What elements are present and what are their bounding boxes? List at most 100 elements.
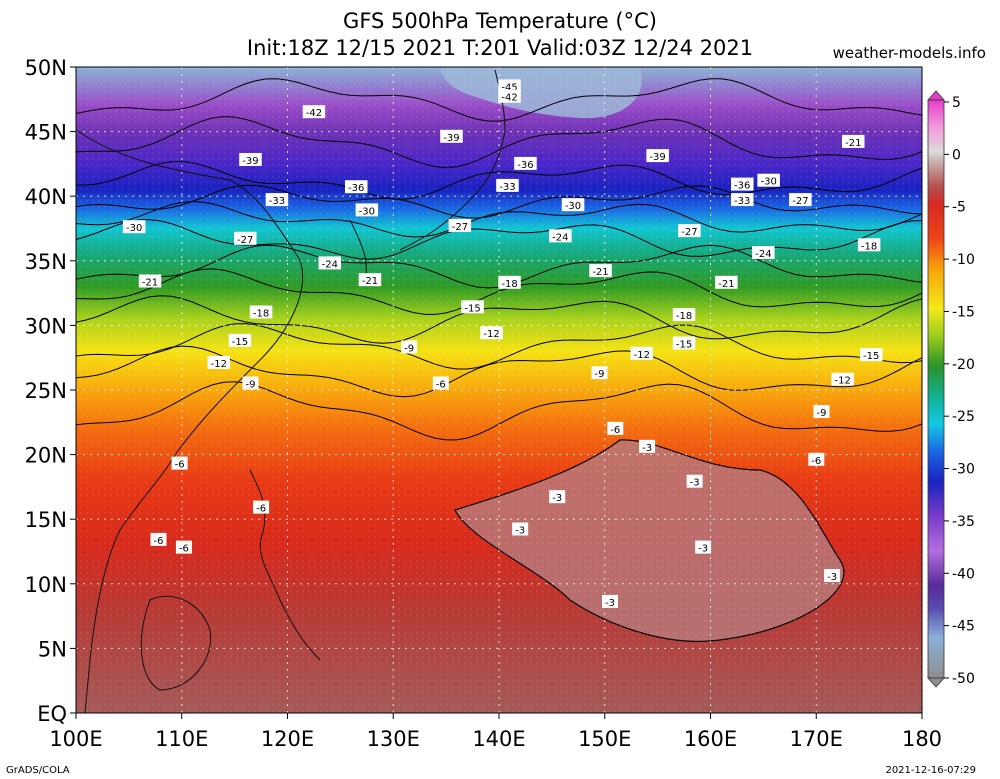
contour-label: -12 — [831, 372, 854, 387]
contour-labels: -45-42-42-39-39-39-36-36-36-33-33-33-30-… — [122, 79, 883, 609]
contour-label-box — [824, 569, 841, 582]
contour-label-text: -6 — [179, 544, 189, 555]
lat-lon-grid — [76, 67, 922, 713]
lon-label: 150E — [578, 727, 631, 751]
contour-label-box — [302, 105, 326, 119]
contour-label: -6 — [432, 376, 449, 391]
contour-label: -3 — [639, 439, 656, 454]
colorbar-label: -5 — [952, 200, 966, 216]
contour-label: -15 — [672, 336, 696, 351]
map-title: GFS 500hPa Temperature (°C) Init:18Z 12/… — [0, 8, 1000, 62]
contour-label: -12 — [630, 346, 653, 361]
contour-label: -30 — [561, 198, 585, 212]
title-line-2: Init:18Z 12/15 2021 T:201 Valid:03Z 12/2… — [246, 36, 754, 60]
contour-label: -36 — [345, 180, 368, 194]
contour-label: -33 — [731, 193, 754, 207]
colorbar-label: -35 — [952, 514, 975, 530]
contour-label: -18 — [498, 275, 521, 290]
colorbar-label: 0 — [952, 147, 961, 163]
contour-label-text: -9 — [817, 408, 827, 419]
contour-label-box — [318, 256, 341, 270]
contour-label-text: -6 — [154, 536, 164, 547]
contour-label-box — [228, 333, 252, 347]
contour-label: -24 — [549, 229, 572, 243]
contour-label: -9 — [242, 376, 259, 391]
colorbar-bottom-arrow — [927, 677, 945, 688]
contour-label-text: -6 — [256, 504, 266, 515]
contour-label: -30 — [122, 220, 146, 234]
contour-label-box — [175, 540, 192, 554]
contour-label-box — [630, 346, 653, 360]
contour-label-text: -21 — [592, 267, 608, 278]
contour-label: -18 — [857, 238, 881, 252]
contour-label-box — [731, 193, 754, 207]
contour-label-box — [607, 421, 624, 435]
contour-label: -21 — [138, 274, 162, 289]
contour-label-text: -12 — [211, 359, 227, 370]
contour-label-text: -6 — [610, 425, 620, 436]
contour-label-box — [122, 220, 146, 234]
contour-label: -27 — [678, 224, 701, 238]
contour-label-text: -3 — [515, 526, 525, 537]
contour-label-box — [498, 89, 521, 103]
contour-label-text: -33 — [269, 196, 285, 207]
contour-label-text: -3 — [698, 544, 708, 555]
contour-label: -39 — [646, 149, 669, 163]
contour-label-text: -42 — [501, 93, 517, 104]
contour-label: -30 — [355, 203, 379, 217]
contour-label-box — [678, 224, 701, 238]
colorbar: 5 0 -5 -10 -15 -20 -25 -30 -35 -40 -45 -50 — [927, 90, 975, 688]
contour-label-box — [242, 376, 259, 390]
lat-label: 5N — [38, 637, 67, 661]
contour-label: -3 — [824, 569, 841, 583]
contour-label: -6 — [808, 452, 825, 467]
contour-label: -15 — [860, 348, 883, 362]
contour-label-text: -9 — [404, 343, 414, 354]
contour-label: -42 — [498, 89, 521, 104]
contour-label-text: -6 — [811, 456, 821, 467]
contour-label-text: -15 — [232, 337, 248, 348]
contour-label-text: -21 — [142, 278, 158, 289]
contour-label: -42 — [302, 105, 326, 119]
contour-label-text: -33 — [499, 182, 515, 193]
contour-label-text: -21 — [845, 138, 861, 149]
isotherm-line — [75, 116, 923, 169]
contour-label-box — [253, 500, 270, 514]
contour-label-text: -18 — [501, 279, 517, 290]
contour-label-box — [512, 522, 529, 536]
contour-label-box — [150, 532, 167, 546]
contour-label-box — [496, 178, 519, 192]
contour-label-box — [498, 275, 521, 289]
lat-label: 45N — [25, 121, 67, 145]
contour-label-box — [461, 300, 484, 314]
contour-label: -3 — [549, 490, 566, 504]
colorbar-label: -10 — [952, 252, 975, 268]
contour-label-box — [234, 231, 257, 245]
contour-label-text: -3 — [642, 443, 652, 454]
isotherm-line — [75, 78, 923, 122]
contour-label-box — [842, 134, 865, 148]
contour-label-text: -15 — [464, 303, 480, 314]
contour-label-text: -21 — [362, 276, 378, 287]
contour-label: -6 — [607, 421, 624, 436]
contour-label-box — [561, 198, 585, 212]
contour-label-box — [860, 348, 883, 362]
colorbar-label: -20 — [952, 357, 975, 373]
lon-label: 120E — [261, 727, 314, 751]
contour-label: -12 — [207, 355, 230, 370]
colorbar-label: 5 — [952, 95, 961, 111]
contour-label-text: -21 — [718, 279, 734, 290]
contour-label: -12 — [480, 326, 503, 340]
lon-label: 140E — [472, 727, 525, 751]
contour-label-box — [591, 366, 608, 380]
contour-label-box — [432, 376, 449, 390]
contour-label: -9 — [591, 366, 608, 380]
contour-label-box — [549, 229, 572, 243]
contour-label-box — [249, 305, 273, 319]
contour-label-text: -18 — [253, 309, 269, 320]
contour-label-text: -18 — [861, 241, 877, 252]
contour-label-text: -27 — [452, 222, 468, 233]
contour-label: -21 — [358, 273, 382, 287]
contour-label-text: -12 — [634, 350, 650, 361]
